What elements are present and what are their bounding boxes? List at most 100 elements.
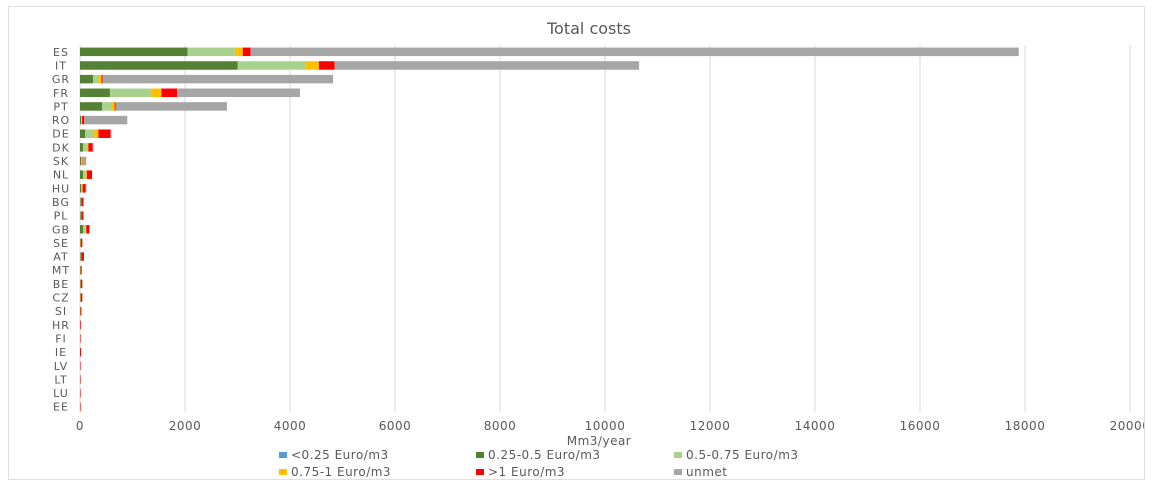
bar-segment <box>102 74 334 84</box>
stacked-bar-chart: Total costs ESITGRFRPTRODEDKSKNLHUBGPLGB… <box>52 19 1144 479</box>
bar-segment <box>237 61 306 70</box>
chart-title: Total costs <box>546 19 631 38</box>
bar-segment <box>83 143 87 152</box>
category-label: IT <box>55 59 67 72</box>
chart-frame: Total costs ES IT GR FR PT RO DE DK SK NL HU BG PL GB… <box>8 6 1145 480</box>
bar-segment <box>81 115 82 125</box>
bar-segment <box>80 375 81 384</box>
x-tick-label: 2000 <box>169 419 202 433</box>
bar-segment <box>318 61 335 70</box>
category-label: MT <box>52 264 70 277</box>
bar-segment <box>80 252 82 261</box>
legend-swatch <box>279 469 287 475</box>
legend-entry: <0.25 Euro/m3 <box>291 448 389 462</box>
bar-segment <box>80 211 82 220</box>
bar-segment <box>92 143 94 152</box>
bar-segment <box>80 61 238 70</box>
bar-segment <box>83 225 86 234</box>
bar-segment <box>80 402 81 411</box>
bar-segment <box>80 88 110 98</box>
category-label: LU <box>53 387 69 400</box>
bar-segment <box>81 197 84 207</box>
legend-entry: >1 Euro/m3 <box>488 465 565 479</box>
bar-segment <box>80 361 81 371</box>
bar-segment <box>85 225 87 234</box>
category-label: SI <box>55 305 67 318</box>
bar-segment <box>82 184 86 193</box>
bar-segment <box>80 143 84 152</box>
category-label: HR <box>52 319 70 332</box>
bar-segment <box>111 102 115 111</box>
bar-segment <box>80 293 83 302</box>
category-label: AT <box>53 251 68 264</box>
category-label: HU <box>52 182 70 195</box>
category-label: NL <box>53 169 69 182</box>
x-tick-label: 16000 <box>900 419 941 433</box>
bar-segment <box>80 252 81 261</box>
x-axis-title: Mm3/year <box>567 434 632 448</box>
category-label: BE <box>53 278 70 291</box>
bar-segment <box>84 115 128 125</box>
bar-segment <box>80 347 82 357</box>
x-tick-labels: 0 2000 4000 6000 8000 10000 12000 14000 16000 180… <box>76 419 1144 433</box>
bar-segment <box>83 156 87 166</box>
bar-segment <box>109 88 151 98</box>
bar-segment <box>80 225 84 234</box>
legend-swatch <box>279 452 287 458</box>
bar-segment <box>234 47 243 57</box>
bar-segment <box>86 225 90 234</box>
x-tick-label: 12000 <box>690 419 731 433</box>
category-label: GR <box>52 73 70 86</box>
x-tick-label: 6000 <box>379 419 412 433</box>
bar-segment <box>102 102 112 111</box>
bars <box>80 47 1019 411</box>
bar-segment <box>80 334 81 343</box>
category-label: DE <box>52 128 69 141</box>
x-tick-label: 4000 <box>274 419 307 433</box>
bar-segment <box>86 170 93 179</box>
bar-segment <box>94 129 99 138</box>
legend-entry: unmet <box>686 465 728 479</box>
category-label: GB <box>52 223 70 236</box>
bar-segment <box>80 184 82 193</box>
bar-segment <box>81 252 84 261</box>
category-label: SE <box>53 237 69 250</box>
legend-entry: 0.5-0.75 Euro/m3 <box>686 448 799 462</box>
bar-segment <box>88 143 93 152</box>
bar-segment <box>80 211 81 220</box>
category-label: PT <box>53 100 68 113</box>
category-label: RO <box>52 114 70 127</box>
category-label: FI <box>55 332 67 345</box>
bar-segment <box>80 74 94 84</box>
category-label: PL <box>54 210 69 223</box>
bar-segment <box>93 74 99 84</box>
bar-segment <box>187 47 235 57</box>
gridlines <box>79 45 1131 412</box>
bar-segment <box>80 156 82 166</box>
category-label: DK <box>52 141 70 154</box>
bar-segment <box>80 197 82 207</box>
bar-segment <box>80 115 82 125</box>
bar-segment <box>80 265 82 275</box>
legend: <0.25 Euro/m3 0.25-0.5 Euro/m3 0.5-0.75 Eu… <box>279 448 799 479</box>
x-tick-label: 8000 <box>484 419 517 433</box>
bar-segment <box>101 74 103 84</box>
bar-segment <box>85 184 87 193</box>
bar-segment <box>80 47 188 57</box>
bar-segment <box>80 320 81 330</box>
category-label: LV <box>54 360 68 373</box>
legend-swatch <box>476 469 484 475</box>
bar-segment <box>80 170 84 179</box>
bar-segment <box>82 156 84 166</box>
bar-segment <box>82 156 83 166</box>
bar-segment <box>81 156 83 166</box>
legend-entry: 0.75-1 Euro/m3 <box>291 465 391 479</box>
bar-segment <box>98 129 111 138</box>
bar-segment <box>80 129 86 138</box>
bar-segment <box>80 102 103 111</box>
category-label: IE <box>55 346 67 359</box>
bar-segment <box>81 211 84 220</box>
bar-segment <box>242 47 251 57</box>
x-tick-label: 18000 <box>1005 419 1046 433</box>
bar-segment <box>150 88 162 98</box>
